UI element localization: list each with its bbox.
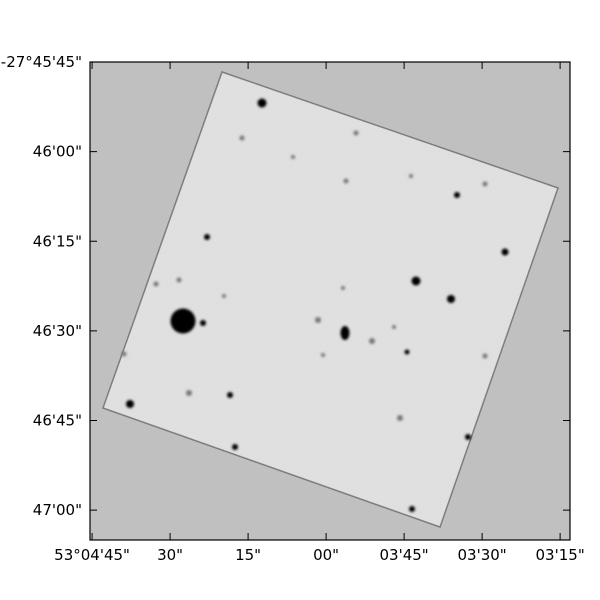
y-tick-label: 47'00" <box>33 501 82 519</box>
y-tick-label: 46'30" <box>33 322 82 340</box>
faint-sources <box>121 130 488 421</box>
x-tick-label: 03'30" <box>458 546 507 564</box>
axes-frame <box>89 61 571 541</box>
x-tick-label: 00" <box>313 546 339 564</box>
y-tick-label: 46'00" <box>33 143 82 161</box>
x-tick-label: 03'45" <box>380 546 429 564</box>
sources <box>126 98 509 512</box>
x-tick-label: 30" <box>157 546 183 564</box>
y-tick-label: 46'45" <box>33 412 82 430</box>
y-tick-label: 46'15" <box>33 232 82 250</box>
x-tick-label: 53°04'45" <box>54 546 130 564</box>
exposure-noise <box>103 72 558 527</box>
y-tick-label: -27°45'45" <box>1 53 82 71</box>
x-tick-label: 15" <box>235 546 261 564</box>
x-tick-label: 03'15" <box>536 546 585 564</box>
image <box>102 71 559 528</box>
